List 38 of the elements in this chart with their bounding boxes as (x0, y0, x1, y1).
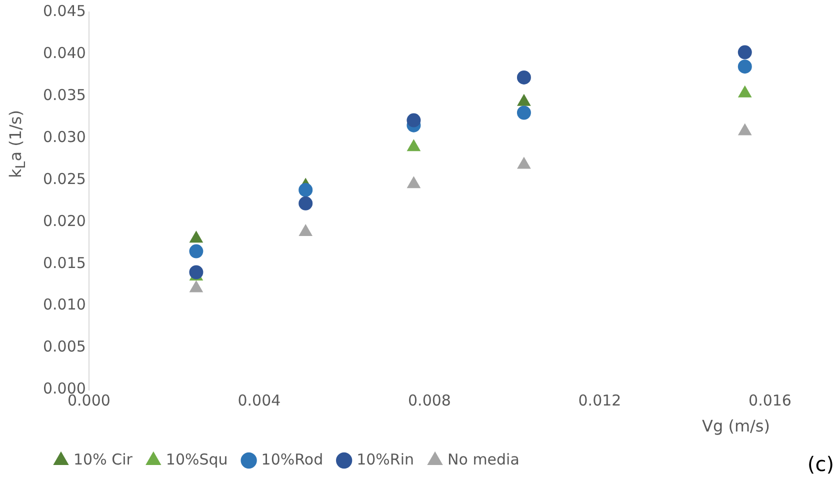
point (298, 196, 313, 210)
point (738, 60, 752, 74)
x-tick-label: 0.016 (748, 392, 792, 410)
point (189, 244, 204, 258)
y-tick-label: 0.040 (42, 44, 86, 62)
point (738, 124, 752, 136)
y-tick-label: 0.035 (42, 86, 86, 104)
point (518, 158, 530, 169)
point (299, 224, 312, 236)
point (408, 177, 420, 188)
x-tick-label: 0.008 (408, 392, 451, 410)
x-tick-label: 0.004 (238, 392, 281, 410)
x-tick-label: 0.012 (578, 392, 622, 410)
y-tick-label: 0.005 (42, 338, 86, 356)
y-tick-label: 0.030 (42, 128, 86, 146)
text: (c) (807, 452, 834, 476)
y-tick-label: 0.015 (42, 254, 86, 272)
point (408, 140, 420, 152)
legend-label: 10%Rod (261, 450, 324, 468)
point (516, 106, 531, 120)
x-axis-title: Vg (m/s) (702, 416, 770, 436)
point (189, 265, 204, 280)
legend-label: 10% Cir (74, 450, 134, 468)
y-tick-label: 0.045 (42, 2, 86, 20)
point (190, 232, 202, 243)
point (298, 182, 313, 197)
legend-label: 10%Rin (356, 450, 414, 468)
legend-label: No media (448, 450, 520, 468)
y-tick-label: 0.025 (42, 170, 86, 188)
point (518, 94, 530, 106)
legend-label: 10%Squ (166, 450, 228, 468)
point (516, 70, 531, 84)
point (738, 86, 752, 98)
point (738, 45, 752, 60)
y-tick-label: 0.020 (42, 212, 86, 230)
point (190, 281, 202, 292)
point (406, 113, 421, 128)
y-tick-label: 0.010 (42, 296, 86, 314)
